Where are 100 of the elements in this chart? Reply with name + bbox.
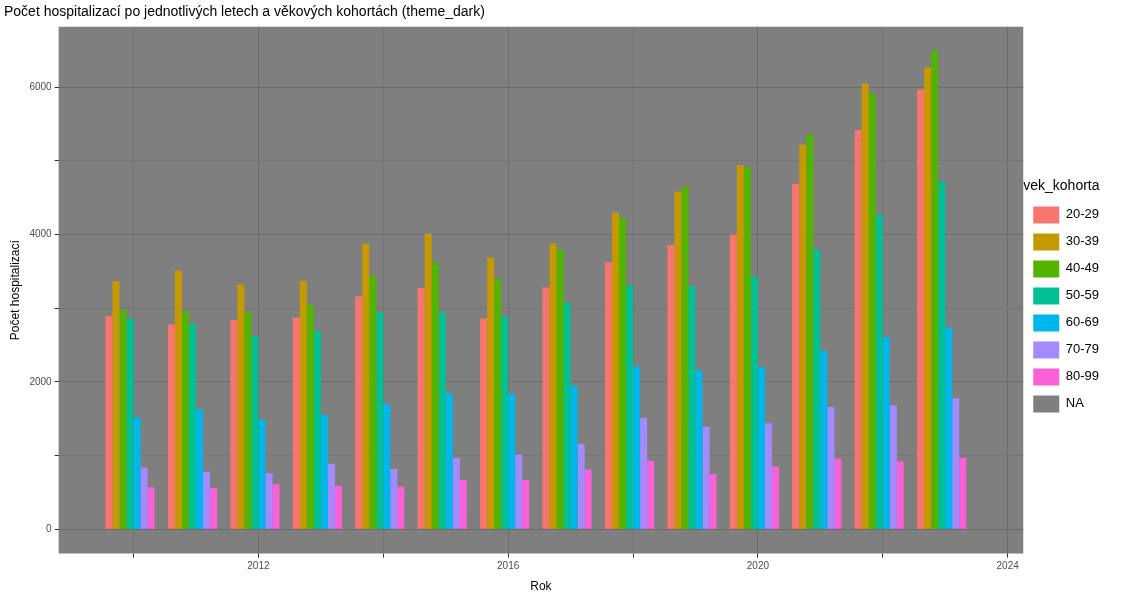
bar — [868, 93, 876, 529]
x-tick-label: 2012 — [247, 560, 270, 572]
bar — [626, 285, 634, 529]
bar — [431, 262, 439, 529]
bar — [126, 318, 134, 529]
y-tick-label: 0 — [46, 523, 53, 535]
bar — [952, 398, 960, 529]
bar — [251, 336, 259, 529]
bar — [875, 214, 883, 529]
legend-label: 30-39 — [1065, 233, 1099, 249]
bar — [889, 405, 897, 529]
bar — [272, 484, 280, 529]
bar — [480, 318, 488, 529]
bar — [174, 270, 182, 529]
bar — [237, 284, 245, 529]
bar — [764, 423, 772, 529]
bar — [133, 417, 141, 529]
x-axis-title: Rok — [530, 579, 553, 594]
bar — [452, 457, 460, 529]
bar — [674, 191, 682, 529]
bar — [327, 463, 335, 529]
bar — [938, 181, 946, 529]
bar — [563, 303, 571, 529]
bar — [834, 458, 842, 529]
bar — [515, 454, 523, 529]
bar — [487, 257, 495, 529]
legend-label: 50-59 — [1065, 287, 1099, 303]
bar — [618, 217, 627, 529]
bar — [584, 469, 592, 529]
bar — [702, 426, 710, 529]
legend-title: vek_kohorta — [1023, 177, 1100, 194]
bar — [729, 234, 737, 529]
bar — [292, 317, 300, 529]
bar — [424, 233, 432, 529]
bar — [203, 471, 211, 529]
bar — [757, 367, 765, 529]
bar — [827, 406, 835, 529]
bar — [549, 243, 557, 529]
bar — [854, 129, 862, 529]
bar — [771, 466, 779, 529]
y-axis-title: Počet hospitalizací — [7, 239, 22, 341]
bar — [313, 331, 321, 529]
legend-label: NA — [1065, 395, 1085, 411]
bar — [542, 287, 550, 529]
bar — [667, 244, 675, 529]
bar — [459, 479, 467, 529]
bar — [112, 280, 120, 529]
bar — [806, 135, 814, 529]
bar — [695, 370, 703, 529]
bar — [931, 50, 939, 529]
x-tick-label: 2020 — [746, 560, 770, 572]
bar — [681, 186, 689, 529]
bar — [959, 457, 967, 529]
bar — [417, 288, 425, 529]
bar — [383, 404, 391, 529]
bar — [896, 461, 904, 529]
bar — [438, 312, 446, 529]
bar — [945, 327, 953, 529]
bar — [265, 473, 273, 529]
bar — [147, 487, 155, 529]
bar — [633, 366, 641, 529]
bar — [140, 467, 148, 529]
bar — [611, 212, 619, 529]
x-tick-label: 2016 — [497, 560, 520, 572]
bar — [743, 167, 751, 529]
legend-label: 80-99 — [1065, 368, 1099, 384]
bar — [577, 443, 585, 529]
bar — [917, 89, 925, 529]
bar — [167, 324, 175, 529]
bar — [244, 311, 252, 529]
bar — [355, 296, 363, 529]
bar — [501, 316, 509, 529]
bar — [820, 350, 828, 529]
bar — [924, 67, 932, 529]
bar — [334, 485, 342, 529]
bar — [709, 474, 717, 529]
bar — [105, 316, 113, 529]
legend-label: 20-29 — [1065, 206, 1099, 222]
bar — [196, 409, 204, 529]
bar — [230, 320, 238, 529]
bar — [390, 468, 398, 529]
bar — [688, 286, 696, 529]
bar — [813, 249, 821, 529]
y-tick-label: 6000 — [29, 80, 53, 92]
legend-label: 70-79 — [1065, 341, 1099, 357]
bar — [647, 460, 655, 529]
bar — [362, 243, 370, 529]
legend-label: 60-69 — [1065, 314, 1099, 330]
bar — [181, 311, 189, 529]
bar — [445, 392, 453, 529]
bar — [750, 276, 758, 529]
bar — [188, 323, 196, 529]
chart-title: Počet hospitalizací po jednotlivých letech a věkových kohortách (theme_dark) — [4, 3, 485, 20]
bar — [397, 486, 405, 529]
bar — [736, 165, 744, 529]
y-tick-label: 2000 — [29, 375, 53, 387]
bar — [299, 280, 307, 529]
bar — [494, 278, 502, 529]
bar — [376, 311, 384, 529]
bar — [861, 83, 869, 529]
